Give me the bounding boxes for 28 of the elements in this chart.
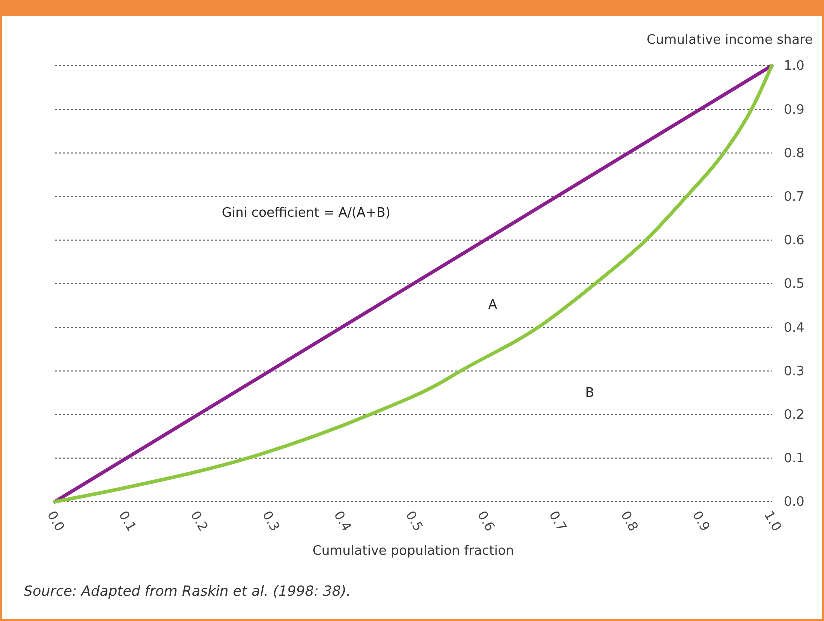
y-tick-label: 0.0: [784, 495, 805, 510]
y-tick-label: 0.3: [784, 364, 805, 380]
annotation: B: [586, 386, 594, 401]
x-tick-label: 0.2: [187, 509, 210, 534]
y-tick-label: 0.8: [784, 146, 805, 162]
source-note: Source: Adapted from Raskin et al. (1998: 38).: [24, 584, 352, 600]
y-tick-label: 0.1: [784, 452, 805, 467]
x-tick-label: 0.4: [330, 509, 354, 534]
x-tick-label: 0.1: [115, 509, 139, 534]
y-tick-label: 0.9: [784, 102, 805, 118]
x-tick-label: 0.6: [474, 509, 498, 534]
y-tick-label: 1.0: [784, 59, 805, 74]
x-tick-label: 0.8: [617, 509, 641, 534]
y-axis-title: Cumulative income share: [646, 33, 813, 48]
x-axis-title: Cumulative population fraction: [312, 544, 514, 559]
x-tick-label: 0.7: [546, 509, 569, 534]
x-tick-label: 0.0: [44, 509, 68, 534]
x-tick-label: 0.3: [258, 509, 282, 534]
annotation: Gini coefficient = A/(A+B): [222, 206, 391, 221]
y-tick-label: 0.5: [784, 277, 805, 292]
x-tick-label: 1.0: [760, 509, 784, 534]
x-tick-label: 0.9: [689, 509, 712, 534]
x-tick-label: 0.5: [402, 509, 426, 534]
y-tick-label: 0.6: [784, 234, 805, 249]
annotation: A: [488, 298, 498, 313]
y-tick-label: 0.4: [784, 320, 805, 336]
y-tick-label: 0.2: [784, 408, 805, 423]
y-tick-label: 0.7: [784, 190, 805, 205]
